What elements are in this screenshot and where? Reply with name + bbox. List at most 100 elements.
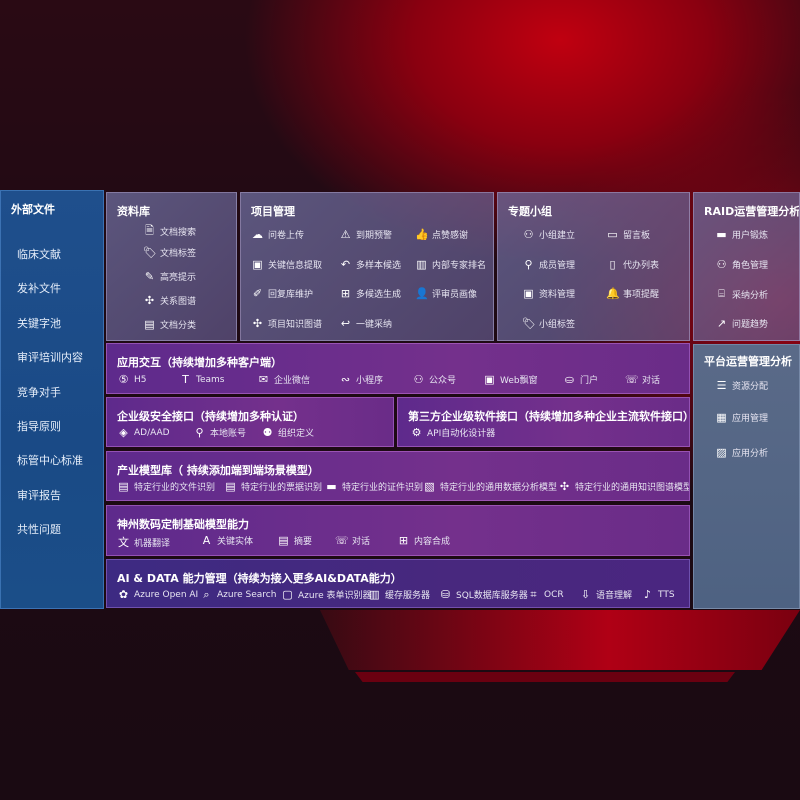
- feature-item[interactable]: ✿ Azure Open AI: [117, 588, 198, 601]
- feature-label: 应用管理: [732, 414, 769, 424]
- image-chart-icon: ▧: [424, 480, 435, 493]
- feature-label: 文档分类: [160, 321, 197, 331]
- feature-item[interactable]: ⛀ 门户: [563, 373, 598, 386]
- database-icon: ⛁: [440, 588, 451, 601]
- feature-item[interactable]: ▤ 摘要: [277, 534, 312, 547]
- feature-item[interactable]: ∾ 小程序: [339, 373, 383, 386]
- sidebar-item[interactable]: 发补文件: [17, 282, 61, 295]
- translate-icon: 文: [118, 536, 129, 549]
- feature-item[interactable]: ⇩ 语音理解: [579, 588, 632, 601]
- entity-icon: A: [202, 534, 211, 547]
- feature-item[interactable]: ▥ 缓存服务器: [368, 588, 430, 601]
- feature-item[interactable]: ▣ 资料管理: [522, 287, 575, 300]
- background-shape: [355, 672, 735, 682]
- feature-item[interactable]: ✎ 高亮提示: [143, 270, 196, 283]
- feature-item[interactable]: ⊞ 多候选生成: [339, 287, 401, 300]
- feature-item[interactable]: ◈ AD/AAD: [117, 426, 170, 439]
- search-doc-icon: ⌕: [203, 588, 210, 601]
- feature-item[interactable]: ⌸ 采纳分析: [715, 287, 768, 301]
- feature-item[interactable]: ⌕ Azure Search: [200, 588, 276, 602]
- sidebar-item[interactable]: 标管中心标准: [17, 454, 83, 467]
- feature-label: TTS: [658, 589, 675, 600]
- feature-item[interactable]: ☁ 问卷上传: [251, 228, 304, 241]
- feature-item[interactable]: ▤ 特定行业的文件识别: [117, 480, 215, 493]
- feature-item[interactable]: 文机器翻译: [117, 534, 170, 550]
- feature-item[interactable]: ▯ 代办列表: [606, 258, 659, 271]
- feature-label: 摘要: [294, 537, 313, 547]
- feature-item[interactable]: ▨ 应用分析: [715, 446, 768, 459]
- panel-title: 企业级安全接口（持续增加多种认证）: [117, 410, 304, 423]
- feature-label: 高亮提示: [160, 273, 197, 283]
- feature-item[interactable]: ☏ 对话: [335, 534, 370, 547]
- feature-item[interactable]: A 关键实体: [200, 534, 253, 547]
- feature-item[interactable]: ♪ TTS: [641, 588, 675, 601]
- sidebar-item[interactable]: 共性问题: [17, 523, 61, 536]
- feature-item[interactable]: ⊞ 内容合成: [397, 534, 450, 547]
- feature-item[interactable]: ✉ 企业微信: [257, 373, 310, 386]
- feature-item[interactable]: ▢ Azure 表单识别器: [281, 588, 371, 601]
- interaction-panel: 应用交互（持续增加多种客户端） ⑤ H5 T Teams ✉ 企业微信 ∾ 小程序 ⚇ 公众号 ▣ We…: [106, 343, 690, 394]
- feature-label: AD/AAD: [134, 427, 170, 438]
- feature-item[interactable]: ⚉ 组织定义: [261, 426, 314, 439]
- feature-item[interactable]: ⚇ 角色管理: [715, 258, 768, 271]
- gear-icon: ⚙: [411, 426, 422, 439]
- feature-item[interactable]: ✣ 项目知识图谱: [251, 317, 322, 330]
- feature-item[interactable]: 🏷 小组标签: [522, 317, 575, 330]
- feature-item[interactable]: ⚠ 到期预警: [339, 228, 392, 241]
- sidebar-item[interactable]: 指导原则: [17, 420, 61, 433]
- feature-item[interactable]: ▣ Web飘窗: [483, 373, 537, 386]
- feature-item[interactable]: ⚙ API自动化设计器: [410, 426, 496, 439]
- feature-item[interactable]: ▦ 应用管理: [715, 411, 768, 424]
- sidebar-item[interactable]: 关键字池: [17, 317, 61, 330]
- sidebar-item[interactable]: 审评报告: [17, 489, 61, 502]
- tts-icon: ♪: [643, 588, 652, 601]
- feature-item[interactable]: ▤ 文档分类: [143, 318, 196, 331]
- sidebar-item[interactable]: 竞争对手: [17, 386, 61, 399]
- tag-icon: 🏷: [143, 246, 157, 259]
- feature-item[interactable]: 🔔 事项提醒: [606, 287, 659, 300]
- receipt-icon: ▤: [225, 480, 236, 493]
- feature-item[interactable]: ⚲ 本地账号: [193, 426, 246, 439]
- feature-item[interactable]: ✣ 关系图谱: [143, 294, 196, 307]
- reply-icon: ↩: [340, 317, 351, 330]
- feature-item[interactable]: ✐ 回复库维护: [251, 287, 313, 300]
- feature-item[interactable]: ↗ 问题趋势: [715, 317, 768, 330]
- feature-item[interactable]: ⚲ 成员管理: [522, 258, 575, 271]
- feature-item[interactable]: ⛁ SQL数据库服务器: [439, 588, 528, 601]
- feature-item[interactable]: ▣ 关键信息提取: [251, 258, 322, 271]
- feature-item[interactable]: ⑤ H5: [117, 373, 147, 386]
- feature-item[interactable]: ▭ 留言板: [606, 228, 650, 241]
- feature-item[interactable]: ⚇ 公众号: [412, 373, 456, 386]
- feature-label: 对话: [352, 537, 371, 547]
- feature-item[interactable]: ⚇ 小组建立: [522, 228, 575, 241]
- feature-label: Azure Search: [217, 590, 277, 600]
- sidebar-item[interactable]: 临床文献: [17, 248, 61, 261]
- feature-item[interactable]: ✣ 特定行业的通用知识图谱模型: [558, 480, 689, 493]
- feature-label: 评审员画像: [432, 290, 478, 300]
- feature-item[interactable]: 👍 点赞感谢: [415, 228, 468, 241]
- background-shape: [320, 610, 800, 670]
- feature-item[interactable]: ▥ 内部专家排名: [415, 258, 486, 271]
- panel-title: 第三方企业级软件接口（持续增加多种企业主流软件接口）: [408, 410, 690, 423]
- feature-item[interactable]: T Teams: [179, 373, 224, 386]
- feature-item[interactable]: ▬ 用户锻炼: [715, 228, 768, 241]
- feature-item[interactable]: ▤ 特定行业的票据识别: [224, 480, 322, 493]
- feature-item[interactable]: ↩ 一键采纳: [339, 317, 392, 330]
- id-card-icon: ▬: [716, 228, 727, 241]
- document-search-icon: 🗎: [145, 224, 154, 237]
- feature-item[interactable]: ⌗ OCR: [527, 588, 563, 602]
- feature-item[interactable]: ☰ 资源分配: [715, 379, 768, 392]
- feature-item[interactable]: ▧ 特定行业的通用数据分析模型: [423, 480, 557, 493]
- graph-icon: ✣: [252, 317, 263, 330]
- feature-item[interactable]: 👤 评审员画像: [415, 287, 477, 300]
- feature-item[interactable]: 🗎 文档搜索: [143, 222, 196, 241]
- feature-label: 一键采纳: [356, 320, 393, 330]
- feature-label: Azure Open AI: [134, 589, 199, 600]
- sidebar-item[interactable]: 审评培训内容: [17, 351, 83, 364]
- feature-item[interactable]: ☏ 对话: [625, 373, 660, 386]
- feature-item[interactable]: ▬ 特定行业的证件识别: [325, 480, 423, 493]
- miniprogram-icon: ∾: [340, 373, 351, 386]
- feature-item[interactable]: 🏷 文档标签: [143, 246, 196, 259]
- reply-all-icon: ↶: [340, 258, 351, 271]
- feature-item[interactable]: ↶ 多样本候选: [339, 258, 401, 271]
